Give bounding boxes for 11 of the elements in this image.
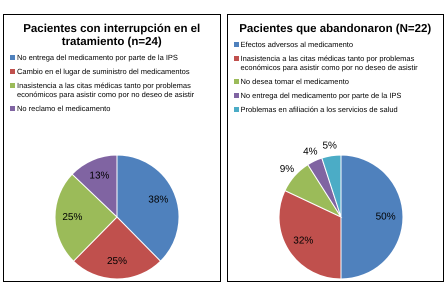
data-label: 9% bbox=[279, 164, 294, 175]
chart-title: Pacientes con interrupción en el tratamiento (n=24) bbox=[22, 22, 202, 50]
data-label: 50% bbox=[375, 212, 396, 222]
data-label: 25% bbox=[62, 212, 82, 224]
data-label: 25% bbox=[106, 256, 128, 268]
data-label: 13% bbox=[89, 170, 110, 182]
data-label: 4% bbox=[302, 146, 318, 158]
data-label: 32% bbox=[292, 235, 313, 246]
chart-title: Pacientes que abandonaron (N=22) bbox=[238, 22, 432, 37]
data-label: 5% bbox=[322, 140, 337, 152]
data-label: 38% bbox=[148, 194, 168, 206]
